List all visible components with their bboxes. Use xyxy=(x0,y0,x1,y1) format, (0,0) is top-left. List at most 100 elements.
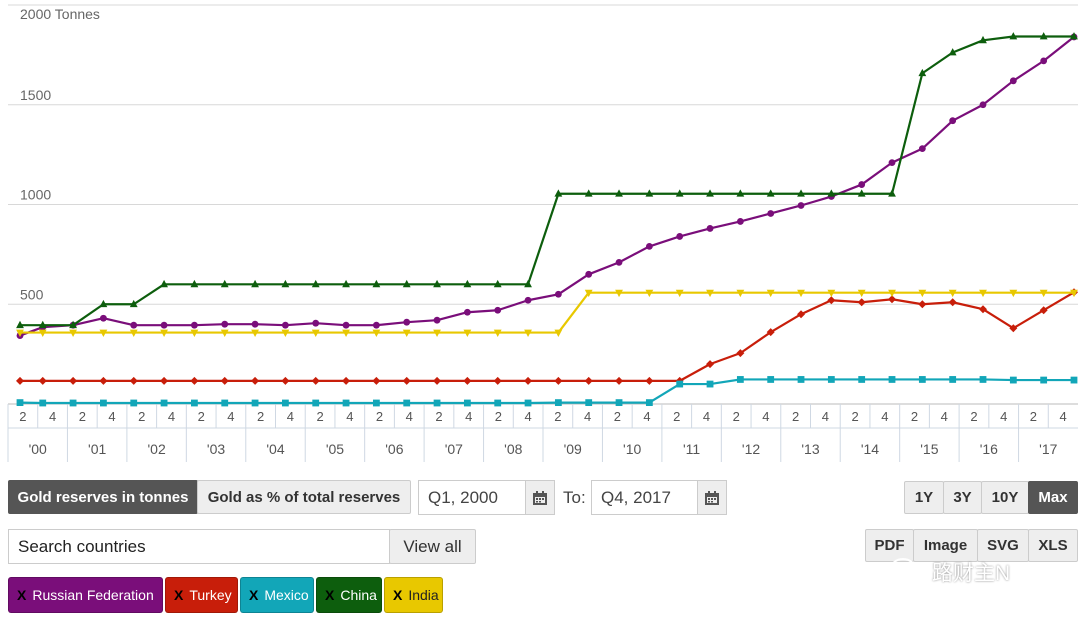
range-1y-button[interactable]: 1Y xyxy=(904,481,944,514)
to-calendar-button[interactable] xyxy=(697,480,727,515)
data-point xyxy=(463,329,472,337)
data-point xyxy=(645,289,654,298)
data-point xyxy=(372,399,380,407)
x-year-label: '09 xyxy=(564,441,582,457)
x-quarter-tick-label: 4 xyxy=(227,409,234,424)
tab-gold-tonnes[interactable]: Gold reserves in tonnes xyxy=(8,480,198,514)
remove-country-icon[interactable]: X xyxy=(325,587,335,603)
y-tick-label: 1000 xyxy=(20,187,51,203)
watermark-text: 路财主N xyxy=(932,562,1011,585)
data-point xyxy=(1070,289,1078,298)
data-point xyxy=(584,376,593,385)
x-quarter-tick-label: 2 xyxy=(316,409,323,424)
range-3y-button[interactable]: 3Y xyxy=(943,481,982,514)
x-quarter-tick-label: 4 xyxy=(703,409,710,424)
export-pdf-button[interactable]: PDF xyxy=(865,529,914,562)
data-point xyxy=(342,376,351,385)
data-point xyxy=(524,329,532,337)
export-xls-button[interactable]: XLS xyxy=(1028,529,1078,562)
data-point xyxy=(615,258,623,266)
series-line-turkey xyxy=(20,291,1075,382)
data-point xyxy=(1039,289,1048,298)
from-date-input[interactable]: Q1, 2000 xyxy=(418,480,526,515)
data-point xyxy=(493,329,502,337)
data-point xyxy=(160,376,169,385)
data-point xyxy=(1039,32,1048,40)
data-point xyxy=(281,321,289,329)
data-point xyxy=(706,380,714,388)
data-point xyxy=(524,399,532,407)
data-point xyxy=(38,329,47,337)
data-point xyxy=(220,279,229,288)
data-point xyxy=(220,376,229,385)
data-point xyxy=(99,299,108,308)
data-point xyxy=(918,300,927,309)
data-point xyxy=(554,329,563,337)
x-quarter-tick-label: 2 xyxy=(79,409,86,424)
data-point xyxy=(645,376,654,385)
x-year-label: '17 xyxy=(1039,441,1057,457)
x-quarter-tick-label: 2 xyxy=(198,409,205,424)
data-point xyxy=(948,48,957,56)
data-point xyxy=(858,181,866,188)
data-point xyxy=(312,399,320,407)
data-point xyxy=(736,349,745,358)
chip-label: Russian Federation xyxy=(32,587,154,603)
range-max-button[interactable]: Max xyxy=(1028,481,1078,514)
data-point xyxy=(827,376,835,383)
data-point xyxy=(463,399,471,407)
view-all-button[interactable]: View all xyxy=(389,529,476,564)
data-point xyxy=(615,289,623,298)
data-point xyxy=(736,189,745,197)
chip-russian-federation[interactable]: X Russian Federation xyxy=(8,577,163,613)
remove-country-icon[interactable]: X xyxy=(249,587,259,603)
data-point xyxy=(402,279,411,288)
data-point xyxy=(736,289,745,298)
data-point xyxy=(675,289,684,298)
data-point xyxy=(129,299,138,308)
data-point xyxy=(554,399,562,407)
data-point xyxy=(160,399,168,407)
data-point xyxy=(99,376,108,385)
data-point xyxy=(38,376,47,385)
x-quarter-tick-label: 4 xyxy=(941,409,948,424)
chip-india[interactable]: X India xyxy=(384,577,443,613)
x-quarter-tick-label: 4 xyxy=(643,409,650,424)
x-year-label: '05 xyxy=(326,441,344,457)
x-quarter-tick-label: 2 xyxy=(376,409,383,424)
data-point xyxy=(675,189,684,197)
from-calendar-button[interactable] xyxy=(525,480,555,515)
to-date-input[interactable]: Q4, 2017 xyxy=(591,480,698,515)
data-point xyxy=(129,329,138,337)
export-image-button[interactable]: Image xyxy=(913,529,978,562)
chip-label: Turkey xyxy=(189,587,232,603)
calendar-icon xyxy=(533,490,547,505)
remove-country-icon[interactable]: X xyxy=(174,587,184,603)
data-point xyxy=(494,306,502,314)
remove-country-icon[interactable]: X xyxy=(17,587,27,603)
range-10y-button[interactable]: 10Y xyxy=(981,481,1029,514)
data-point xyxy=(949,117,957,125)
remove-country-icon[interactable]: X xyxy=(393,587,403,603)
x-quarter-tick-label: 2 xyxy=(19,409,26,424)
data-point xyxy=(251,399,259,407)
x-quarter-tick-label: 4 xyxy=(346,409,353,424)
data-point xyxy=(494,399,502,407)
data-point xyxy=(372,321,380,329)
data-point xyxy=(918,376,926,383)
data-point xyxy=(463,376,472,385)
data-point xyxy=(16,376,24,385)
x-year-label: '04 xyxy=(266,441,284,457)
chip-mexico[interactable]: X Mexico xyxy=(240,577,314,613)
chip-turkey[interactable]: X Turkey xyxy=(165,577,238,613)
calendar-icon xyxy=(705,490,719,505)
x-quarter-tick-label: 2 xyxy=(911,409,918,424)
data-point xyxy=(1070,32,1078,40)
tab-gold-percent[interactable]: Gold as % of total reserves xyxy=(197,480,411,514)
search-countries-input[interactable]: Search countries xyxy=(8,529,390,564)
data-point xyxy=(190,279,199,288)
data-point xyxy=(979,289,987,298)
data-point xyxy=(888,295,897,304)
x-quarter-tick-label: 4 xyxy=(287,409,294,424)
chip-china[interactable]: X China xyxy=(316,577,382,613)
